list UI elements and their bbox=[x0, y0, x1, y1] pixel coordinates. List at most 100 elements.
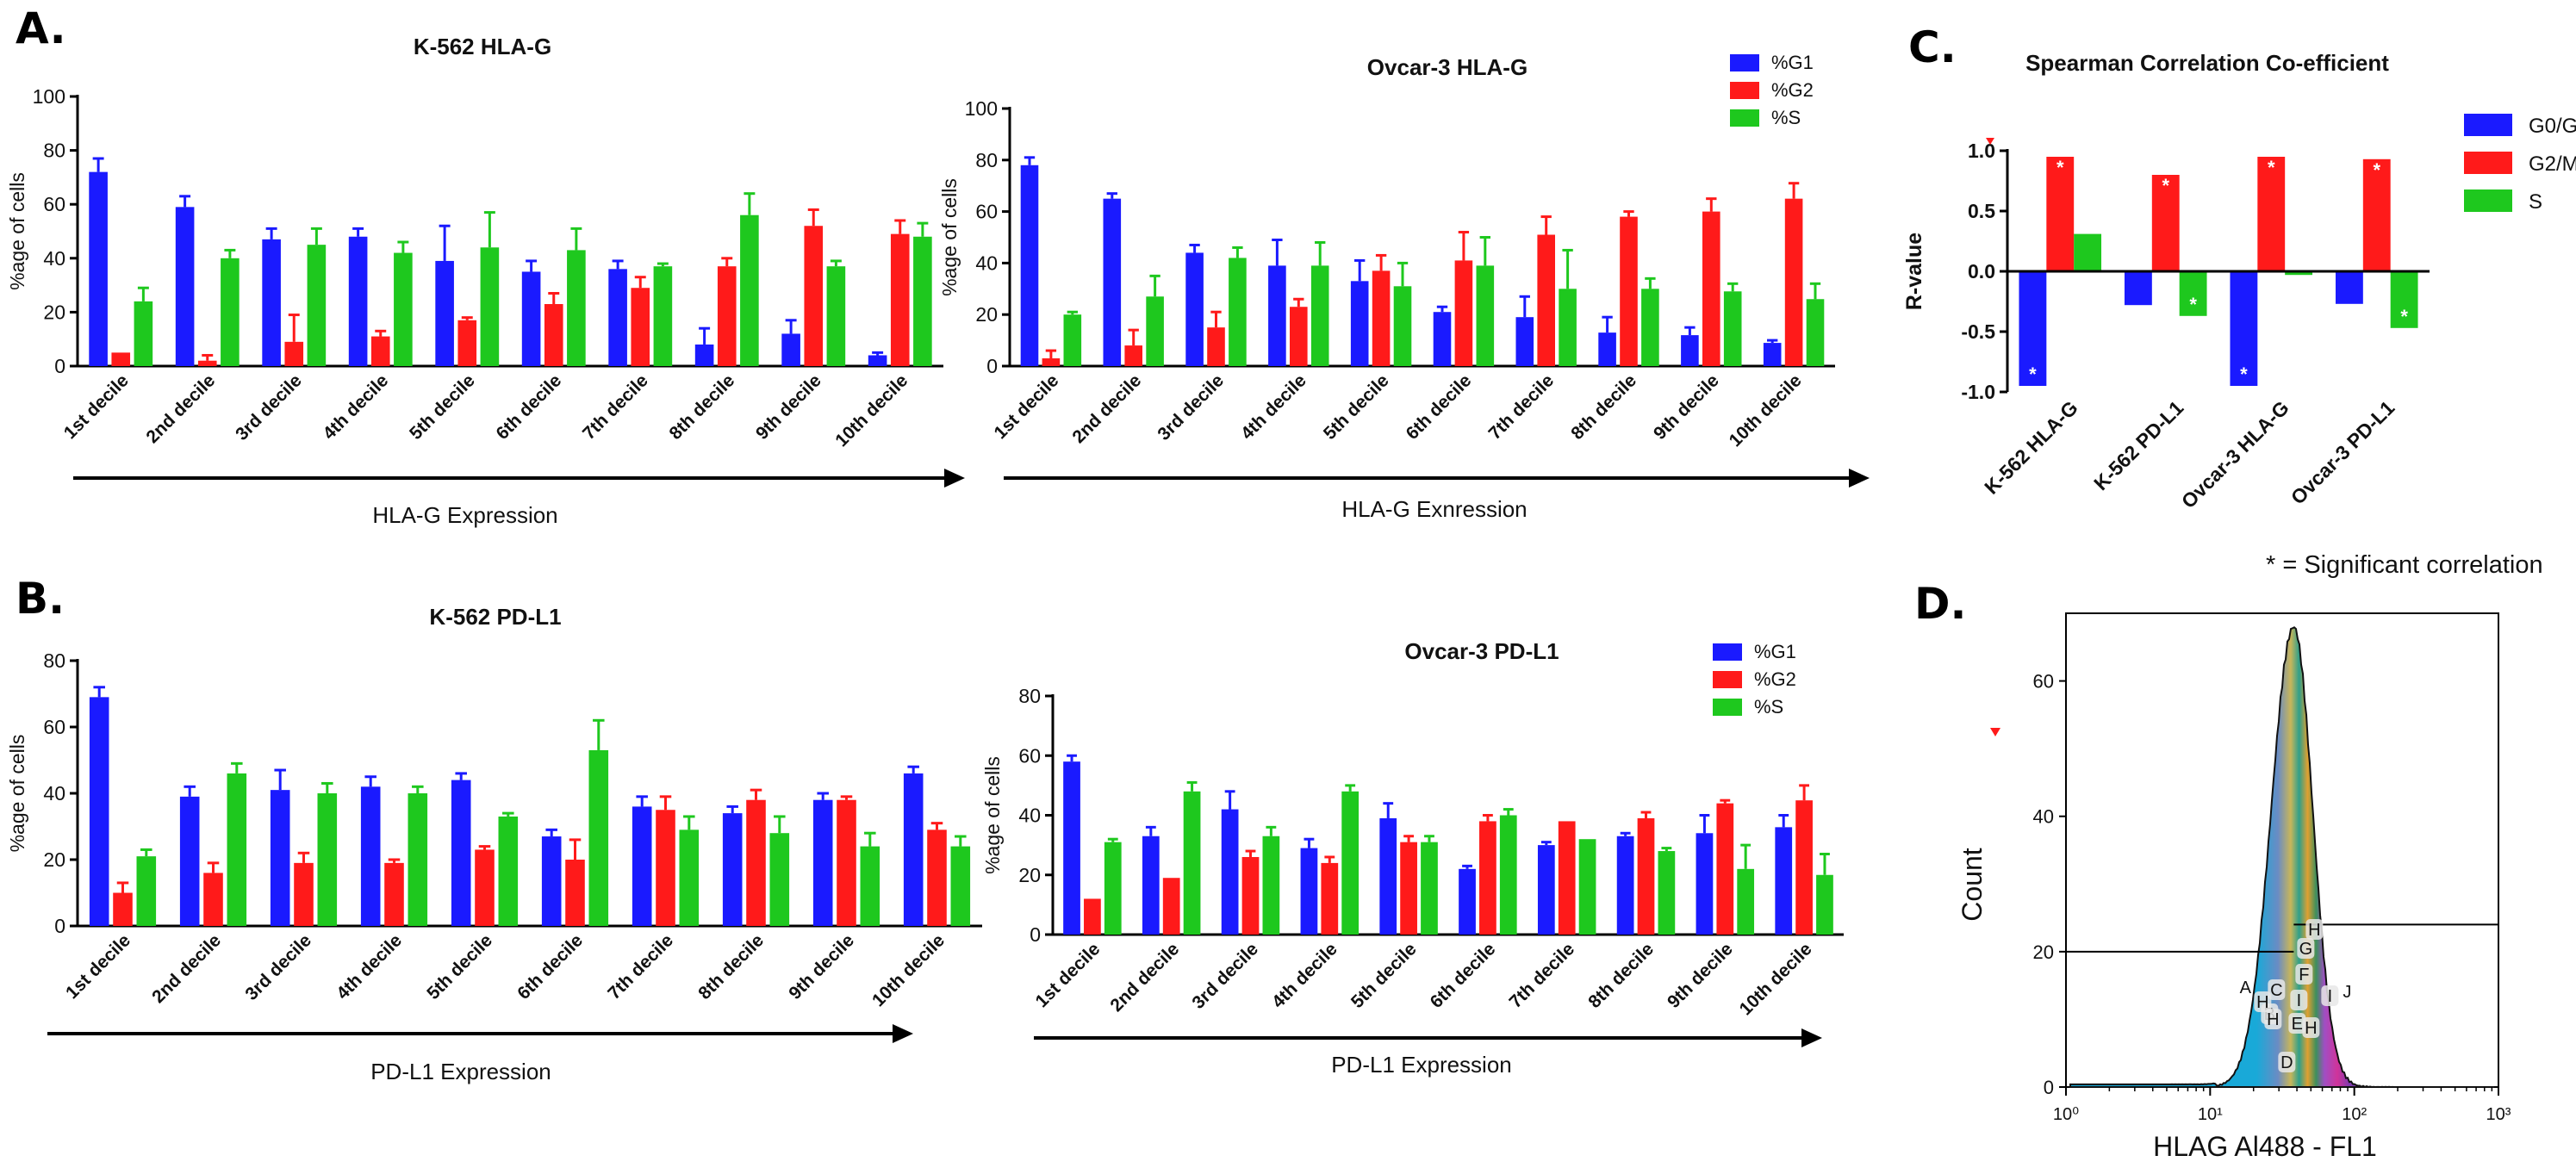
correlation-bar bbox=[2019, 271, 2047, 386]
chart-flow-histogram: ABCDEFGHIJHIHH0204060Count10⁰10¹10²10³HL… bbox=[1957, 612, 2511, 1162]
y-tick-label: 100 bbox=[33, 85, 65, 108]
chart-title: K-562 HLA-G bbox=[414, 34, 551, 59]
x-tick-label: 6th decile bbox=[1403, 370, 1476, 444]
y-axis-label: Count bbox=[1957, 848, 1988, 922]
y-tick-label: 0 bbox=[986, 355, 998, 377]
correlation-bar bbox=[2151, 175, 2180, 271]
y-tick-label: 80 bbox=[43, 649, 65, 672]
x-tick-label: 9th decile bbox=[1650, 370, 1723, 444]
bar bbox=[1042, 358, 1061, 366]
x-axis-label: HLA-G Expression bbox=[372, 502, 557, 528]
x-tick-label: 8th decile bbox=[1567, 370, 1640, 444]
x-tick-label: 6th decile bbox=[513, 930, 587, 1003]
bar bbox=[1103, 198, 1122, 366]
x-tick-label: 7th decile bbox=[1505, 939, 1578, 1012]
bar bbox=[1723, 291, 1742, 366]
y-tick-label: 40 bbox=[43, 247, 65, 270]
bar bbox=[521, 271, 541, 366]
x-axis-label: PD-L1 Expression bbox=[1331, 1052, 1512, 1078]
panel-letter-c: C. bbox=[1908, 22, 1957, 72]
bar bbox=[498, 816, 519, 926]
bar bbox=[1185, 252, 1204, 366]
bar bbox=[588, 749, 609, 926]
x-tick-label: 6th decile bbox=[493, 370, 566, 444]
bar bbox=[1681, 335, 1699, 366]
bar bbox=[1578, 839, 1596, 935]
bar bbox=[653, 266, 673, 366]
bar bbox=[927, 829, 947, 926]
chart-spearman: Spearman Correlation Co-efficient -1.0 -0.… bbox=[1902, 50, 2430, 513]
x-tick-label: 10th decile bbox=[831, 370, 912, 450]
x-tick-label: 1st decile bbox=[990, 370, 1062, 443]
bar bbox=[1400, 842, 1417, 935]
bar bbox=[608, 269, 627, 366]
bar bbox=[1433, 312, 1452, 366]
bar bbox=[1616, 836, 1634, 935]
correlation-bar bbox=[2230, 271, 2258, 386]
x-tick-label: 1st decile bbox=[60, 370, 133, 443]
bar bbox=[175, 207, 195, 366]
bar bbox=[1775, 827, 1793, 935]
bar bbox=[475, 849, 495, 926]
legend-label: G2/M bbox=[2529, 152, 2576, 176]
y-tick-label: 0 bbox=[54, 915, 65, 937]
bar bbox=[1806, 299, 1825, 366]
x-tick-label: 10² bbox=[2342, 1105, 2367, 1124]
bar bbox=[1124, 345, 1142, 366]
significance-marker: * bbox=[2240, 363, 2248, 385]
y-tick-label: 40 bbox=[975, 252, 998, 274]
bar bbox=[631, 288, 650, 366]
gate-marker bbox=[2264, 1009, 2282, 1029]
legend-swatch bbox=[2464, 189, 2512, 212]
bar bbox=[1421, 842, 1438, 935]
chart-title: Ovcar-3 HLA-G bbox=[1367, 54, 1528, 80]
bar bbox=[111, 352, 131, 366]
bar bbox=[1637, 817, 1655, 935]
bar bbox=[284, 341, 304, 366]
panel-letter-d: D. bbox=[1914, 579, 1967, 629]
significance-footnote: * = Significant correlation bbox=[2266, 551, 2543, 579]
y-tick-label: 20 bbox=[2033, 941, 2054, 963]
y-tick-label: 60 bbox=[43, 716, 65, 738]
bar bbox=[567, 250, 586, 366]
significance-marker: * bbox=[2056, 157, 2064, 178]
bar bbox=[1020, 165, 1039, 366]
y-tick-label: 100 bbox=[965, 97, 998, 120]
panel-letter-a: A. bbox=[16, 3, 66, 53]
y-tick-label: 80 bbox=[975, 149, 998, 171]
bar bbox=[1372, 270, 1391, 366]
bar bbox=[717, 266, 737, 366]
chart-title: Ovcar-3 PD-L1 bbox=[1404, 638, 1559, 664]
bar bbox=[1737, 868, 1755, 935]
chart-title: Spearman Correlation Co-efficient bbox=[2025, 50, 2389, 76]
y-tick-label: 60 bbox=[2033, 671, 2054, 693]
x-tick-label: 8th decile bbox=[1584, 939, 1658, 1012]
bar bbox=[826, 266, 846, 366]
legend-swatch bbox=[2464, 152, 2512, 174]
chart-k562-hlag: K-562 HLA-G 0 20 40 60 80 100 %age of cells 1st … bbox=[6, 34, 965, 528]
correlation-bar bbox=[2285, 271, 2313, 276]
bar bbox=[544, 304, 563, 366]
x-tick-label: 10th decile bbox=[1736, 939, 1816, 1019]
legend-label-g2: %G2 bbox=[1771, 79, 1814, 101]
bar bbox=[1104, 842, 1122, 935]
bar bbox=[435, 260, 454, 366]
correlation-bar bbox=[2046, 157, 2075, 271]
x-tick-label: 5th decile bbox=[1347, 939, 1421, 1012]
bar bbox=[1207, 327, 1225, 366]
x-tick-label: K-562 HLA-G bbox=[1980, 396, 2082, 499]
x-tick-label: 9th decile bbox=[752, 370, 825, 444]
bar bbox=[1142, 836, 1160, 935]
legend-label-s: %S bbox=[1771, 107, 1801, 128]
gate-marker bbox=[2295, 964, 2313, 985]
gate-letter: C bbox=[2270, 981, 2282, 1000]
y-tick-label: 20 bbox=[1018, 864, 1041, 886]
bar bbox=[541, 836, 562, 926]
legend-label: S bbox=[2529, 190, 2542, 214]
gate-letter: I bbox=[2297, 991, 2302, 1010]
significance-marker: * bbox=[2400, 306, 2408, 327]
bar bbox=[903, 773, 924, 926]
bar bbox=[89, 171, 108, 366]
chart-ovcar3-hlag: Ovcar-3 HLA-G 0 20 40 60 80 100 %age of cells 1s… bbox=[938, 54, 1870, 522]
legend-swatch bbox=[2464, 114, 2512, 136]
